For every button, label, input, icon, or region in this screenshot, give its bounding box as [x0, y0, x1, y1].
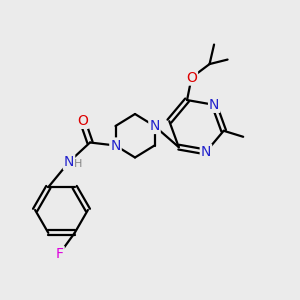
- Text: N: N: [209, 98, 219, 112]
- Text: N: N: [201, 145, 211, 159]
- Text: N: N: [64, 155, 74, 169]
- Text: F: F: [56, 247, 64, 261]
- Text: N: N: [149, 119, 160, 133]
- Text: H: H: [74, 158, 82, 169]
- Text: N: N: [110, 139, 121, 152]
- Text: O: O: [186, 70, 197, 85]
- Text: O: O: [77, 114, 88, 128]
